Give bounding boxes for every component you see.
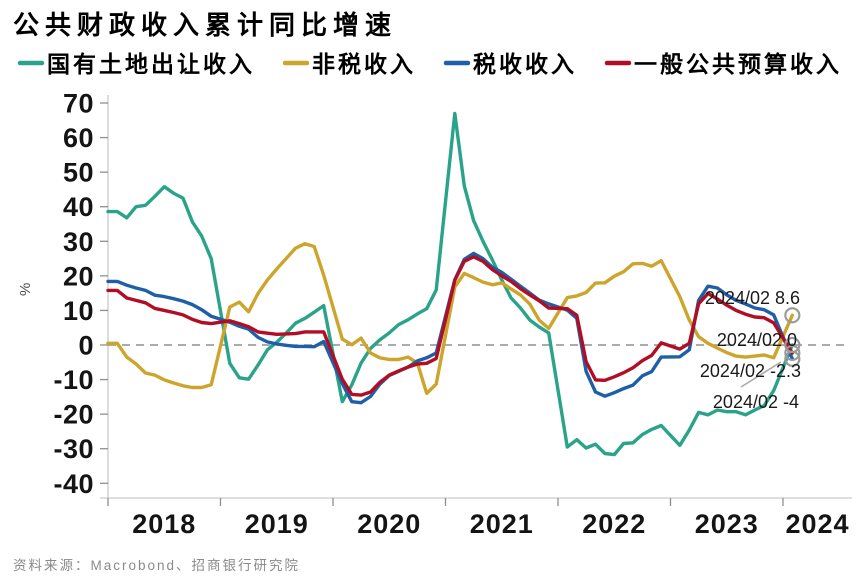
annotation-leader-line: [740, 361, 782, 388]
page-title: 公共财政收入累计同比增速: [13, 10, 397, 41]
y-tick-label: 70: [63, 89, 94, 119]
y-tick-label: -10: [53, 365, 94, 395]
endpoint-circle-budget: [784, 344, 801, 362]
y-tick-label: 20: [63, 261, 94, 291]
y-tick-label: 10: [63, 296, 94, 326]
legend-item-land: 国有土地出让收入: [17, 51, 255, 78]
x-tick-label: 2019: [245, 509, 309, 539]
chart-series: [106, 111, 794, 457]
series-line-land: [106, 111, 794, 457]
legend-label-nontax: 非税收入: [312, 51, 416, 78]
y-tick-label: 60: [63, 123, 94, 153]
legend-label-land: 国有土地出让收入: [47, 51, 255, 78]
x-tick-label: 2021: [470, 509, 534, 539]
y-tick-label: -30: [53, 434, 94, 464]
legend-item-nontax: 非税收入: [282, 51, 416, 78]
y-axis-unit-label: %: [17, 283, 34, 296]
endpoint-circle-nontax: [784, 307, 801, 324]
annotation-label-4: 2024/02 -4: [713, 392, 799, 412]
series-line-nontax: [106, 242, 794, 396]
annotation-label-3: 2024/02 -2.3: [700, 361, 801, 381]
chart-annotations: 2024/02 8.6 2024/02 0 2024/02 -2.3 2024/02 …: [700, 288, 801, 412]
chart-endpoint-markers: [740, 307, 801, 388]
y-tick-label: -20: [53, 400, 94, 430]
annotation-label-1: 2024/02 8.6: [705, 288, 800, 308]
x-tick-label: 2023: [695, 509, 759, 539]
source-note: 资料来源：Macrobond、招商银行研究院: [13, 558, 300, 573]
y-tick-label: -40: [53, 469, 94, 499]
annotation-label-2: 2024/02 0: [717, 330, 797, 350]
legend-label-tax: 税收收入: [473, 51, 577, 78]
x-tick-label: 2024: [785, 509, 849, 539]
x-tick-label: 2022: [582, 509, 646, 539]
y-tick-label: 30: [63, 227, 94, 257]
endpoint-circle-tax: [784, 350, 801, 367]
chart-axes: 70 60 50 40 30 20 10 0 -10 -20 -30 -40 2018 2019 2020 2…: [53, 89, 852, 539]
y-tick-label: 50: [63, 158, 94, 188]
series-line-budget: [106, 255, 794, 397]
y-tick-label: 40: [63, 192, 94, 222]
y-tick-label: 0: [78, 331, 94, 361]
chart-legend: 国有土地出让收入 非税收入 税收收入 一般公共预算收入: [17, 51, 842, 78]
legend-item-tax: 税收收入: [443, 51, 577, 78]
x-tick-label: 2018: [132, 509, 196, 539]
legend-label-budget: 一般公共预算收入: [634, 51, 842, 78]
x-tick-label: 2020: [357, 509, 421, 539]
legend-item-budget: 一般公共预算收入: [604, 51, 842, 78]
